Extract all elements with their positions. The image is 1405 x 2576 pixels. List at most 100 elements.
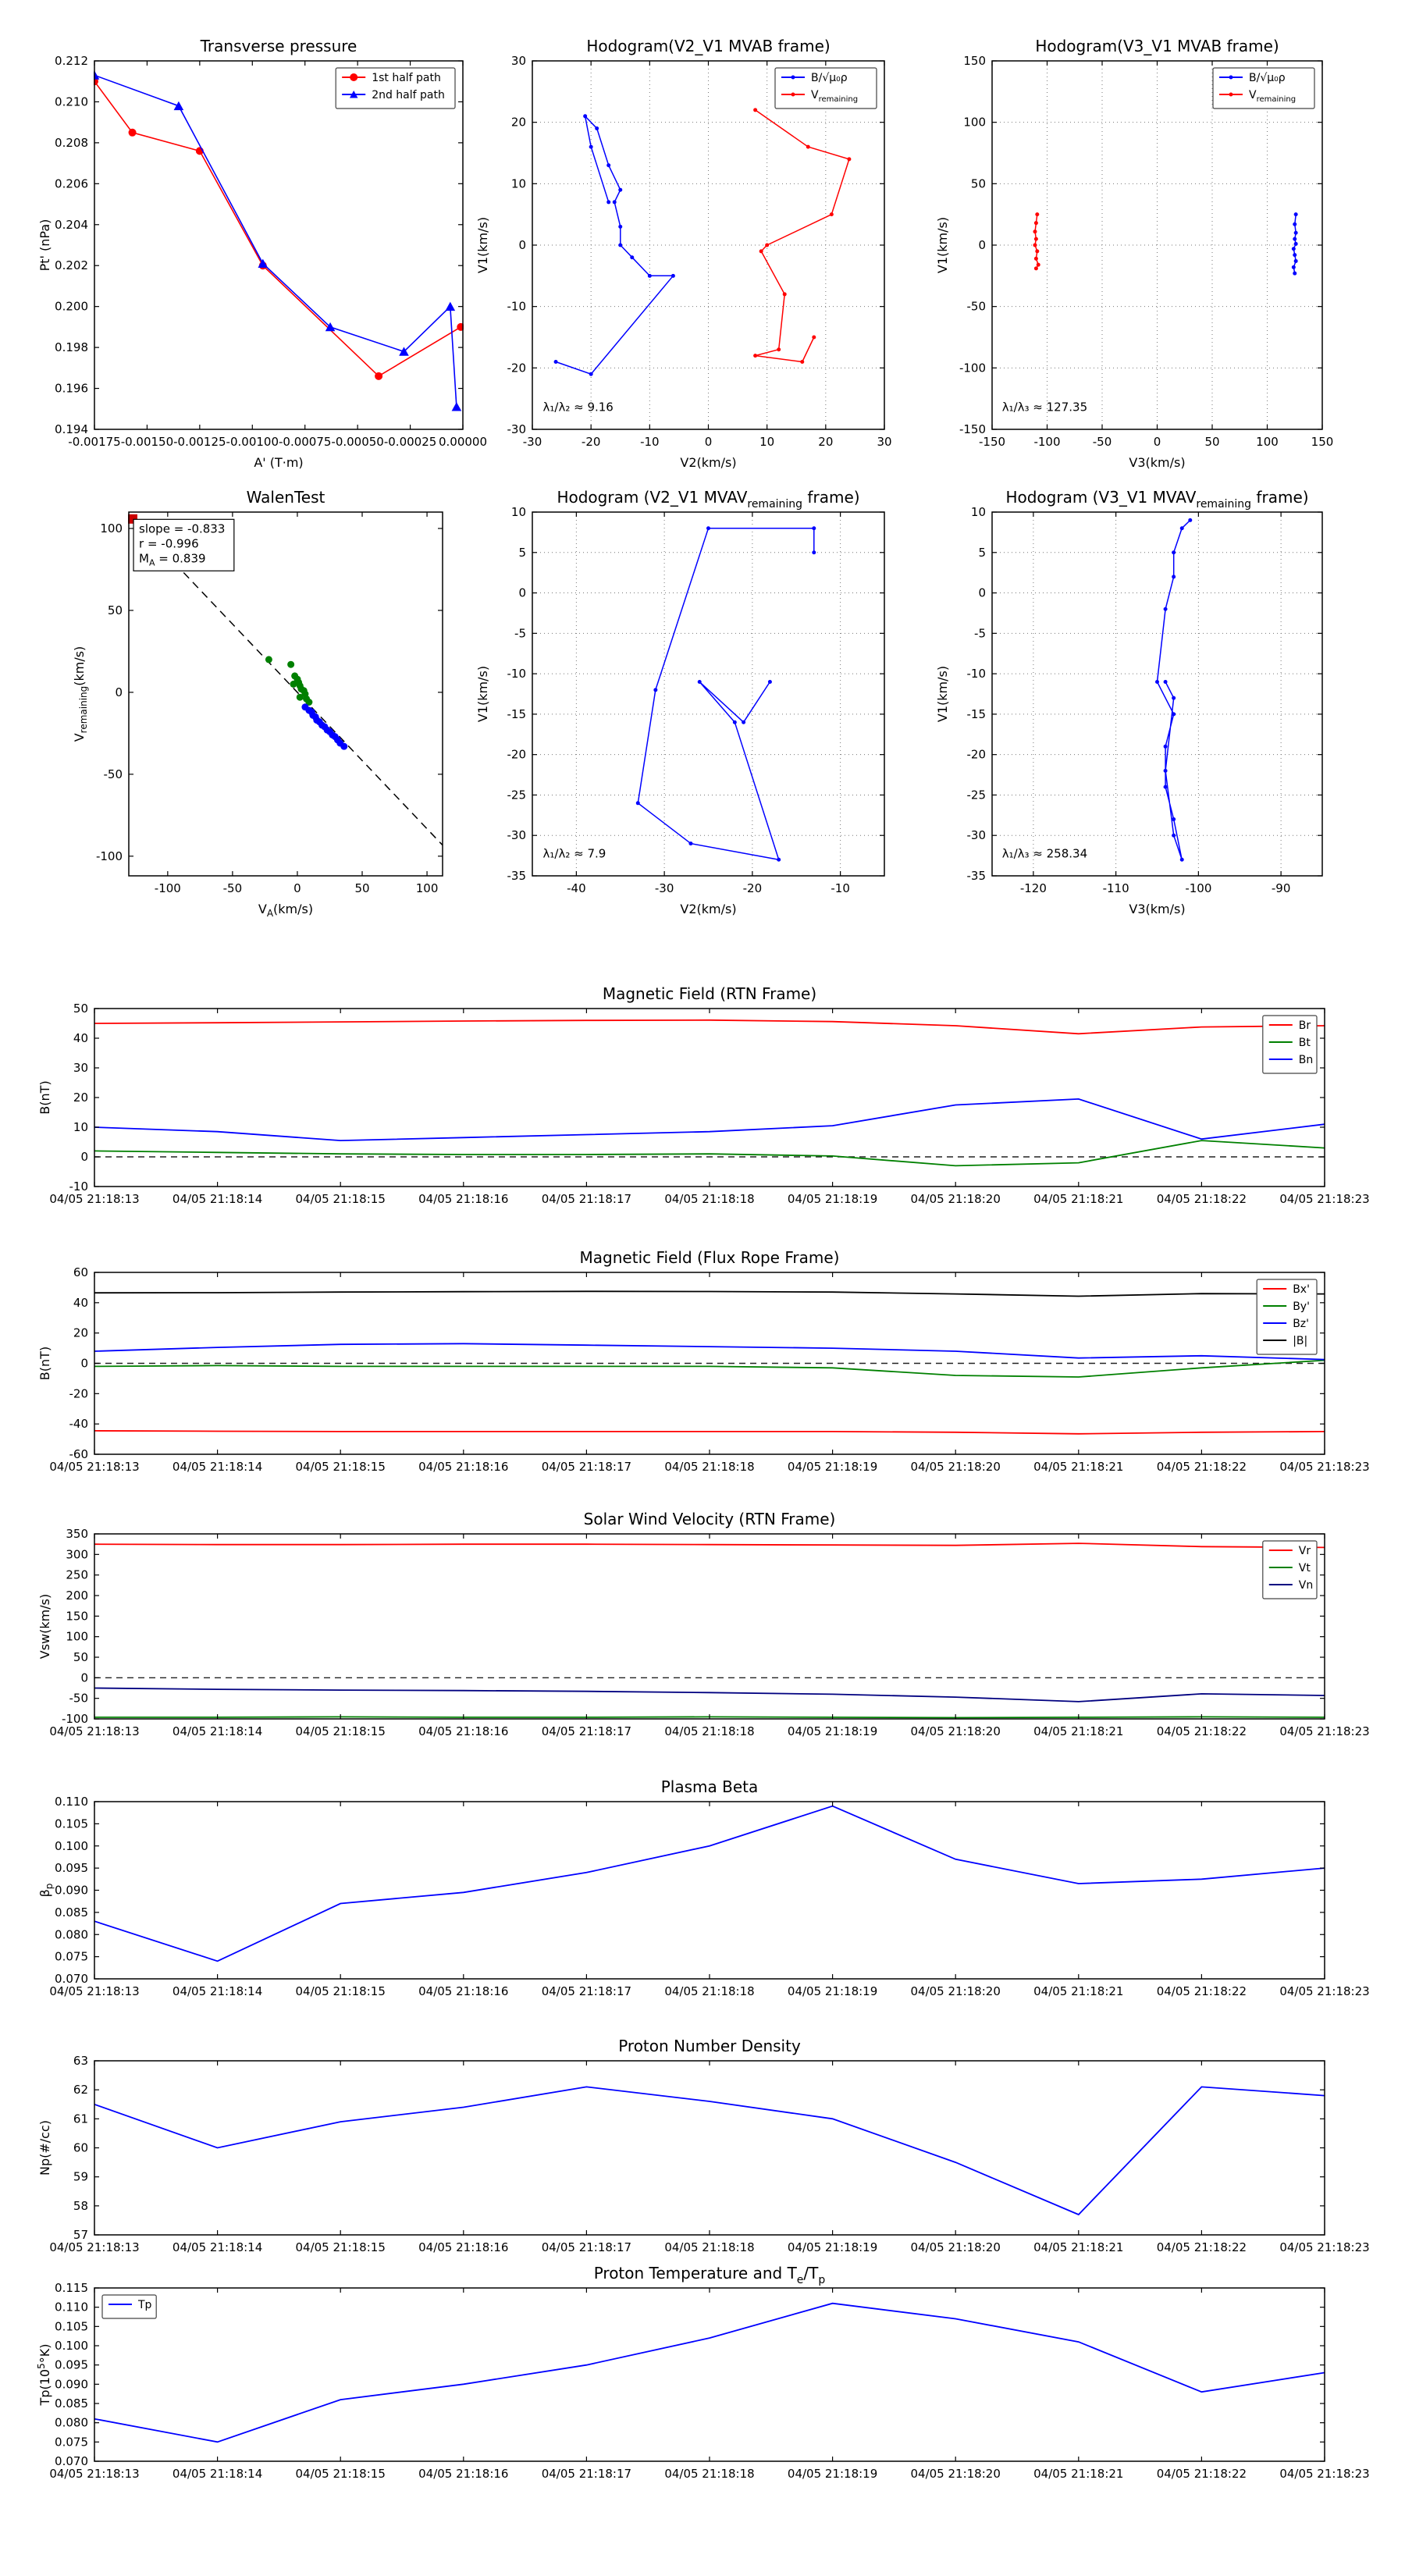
svg-text:200: 200 — [66, 1589, 88, 1603]
svg-text:0.00000: 0.00000 — [439, 435, 487, 449]
svg-text:20: 20 — [818, 435, 833, 449]
svg-text:Bn: Bn — [1299, 1054, 1313, 1066]
svg-text:04/05 21:18:18: 04/05 21:18:18 — [664, 1724, 754, 1738]
svg-text:V2(km/s): V2(km/s) — [680, 455, 736, 470]
svg-text:0.196: 0.196 — [55, 382, 88, 396]
svg-text:04/05 21:18:15: 04/05 21:18:15 — [296, 1984, 386, 1998]
svg-text:20: 20 — [73, 1326, 88, 1340]
svg-text:150: 150 — [963, 54, 986, 68]
svg-text:0: 0 — [705, 435, 713, 449]
svg-text:50: 50 — [73, 1002, 88, 1016]
svg-text:Magnetic Field (RTN Frame): Magnetic Field (RTN Frame) — [603, 984, 816, 1003]
svg-text:-0.00125: -0.00125 — [173, 435, 226, 449]
svg-text:MA = 0.839: MA = 0.839 — [139, 551, 206, 568]
svg-text:04/05 21:18:19: 04/05 21:18:19 — [788, 2467, 877, 2481]
svg-text:150: 150 — [66, 1609, 88, 1623]
svg-text:-50: -50 — [69, 1692, 89, 1706]
svg-text:5: 5 — [518, 546, 526, 560]
svg-text:-10: -10 — [640, 435, 660, 449]
svg-text:0: 0 — [80, 1150, 88, 1164]
svg-text:-90: -90 — [1272, 881, 1291, 895]
svg-text:-40: -40 — [567, 881, 586, 895]
svg-text:0: 0 — [978, 238, 986, 252]
chart-vsw-rtn: 04/05 21:18:13 04/05 21:18:14 04/05 21:18:… — [37, 1510, 1370, 1738]
svg-text:-0.00025: -0.00025 — [384, 435, 436, 449]
svg-text:04/05 21:18:14: 04/05 21:18:14 — [173, 1724, 262, 1738]
svg-text:04/05 21:18:22: 04/05 21:18:22 — [1157, 1984, 1247, 1998]
svg-text:0: 0 — [80, 1670, 88, 1685]
svg-text:-10: -10 — [967, 667, 987, 681]
svg-text:Hodogram(V2_V1 MVAB frame): Hodogram(V2_V1 MVAB frame) — [586, 37, 830, 55]
svg-text:-20: -20 — [967, 748, 987, 762]
chart-proton-density: 04/05 21:18:13 04/05 21:18:14 04/05 21:18:… — [37, 2037, 1370, 2254]
svg-text:|B|: |B| — [1293, 1335, 1307, 1347]
svg-text:-50: -50 — [104, 767, 123, 781]
chart-plasma-beta: 04/05 21:18:13 04/05 21:18:14 04/05 21:18:… — [37, 1777, 1370, 1998]
svg-text:40: 40 — [73, 1031, 88, 1045]
svg-text:-100: -100 — [62, 1712, 88, 1726]
svg-text:0: 0 — [518, 586, 526, 600]
svg-text:Vremaining(km/s): Vremaining(km/s) — [72, 646, 89, 742]
chart-proton-temp: 04/05 21:18:13 04/05 21:18:14 04/05 21:18:… — [36, 2264, 1370, 2481]
svg-text:0.080: 0.080 — [55, 2416, 88, 2430]
svg-text:-100: -100 — [1185, 881, 1211, 895]
svg-text:100: 100 — [66, 1630, 88, 1644]
svg-text:04/05 21:18:15: 04/05 21:18:15 — [296, 2240, 386, 2254]
svg-text:-30: -30 — [507, 422, 527, 436]
svg-text:04/05 21:18:13: 04/05 21:18:13 — [49, 1460, 139, 1474]
svg-text:-20: -20 — [69, 1386, 89, 1400]
svg-text:Pt' (nPa): Pt' (nPa) — [37, 219, 52, 272]
svg-text:04/05 21:18:19: 04/05 21:18:19 — [788, 2240, 877, 2254]
chart-transverse-pressure: -0.00175 -0.00150 -0.00125 -0.00100 -0.00075… — [37, 37, 487, 470]
svg-text:60: 60 — [73, 1265, 88, 1279]
svg-text:Np(#/cc): Np(#/cc) — [37, 2120, 52, 2176]
svg-text:-10: -10 — [507, 667, 527, 681]
svg-text:V3(km/s): V3(km/s) — [1129, 902, 1185, 916]
svg-text:04/05 21:18:14: 04/05 21:18:14 — [173, 2467, 262, 2481]
svg-text:-150: -150 — [959, 422, 986, 436]
svg-text:-25: -25 — [507, 788, 527, 802]
svg-text:30: 30 — [73, 1061, 88, 1075]
svg-text:B(nT): B(nT) — [37, 1347, 52, 1380]
svg-text:0: 0 — [293, 881, 301, 895]
svg-text:-0.00050: -0.00050 — [331, 435, 383, 449]
svg-text:10: 10 — [759, 435, 774, 449]
svg-text:0: 0 — [518, 238, 526, 252]
svg-text:63: 63 — [73, 2054, 88, 2068]
svg-text:Bx': Bx' — [1293, 1283, 1310, 1296]
svg-text:0.070: 0.070 — [55, 2454, 88, 2468]
svg-text:04/05 21:18:18: 04/05 21:18:18 — [664, 1984, 754, 1998]
svg-text:04/05 21:18:19: 04/05 21:18:19 — [788, 1192, 877, 1206]
svg-text:Transverse pressure: Transverse pressure — [200, 37, 357, 55]
svg-text:0.110: 0.110 — [55, 1795, 88, 1809]
svg-text:-30: -30 — [523, 435, 542, 449]
svg-text:A' (T·m): A' (T·m) — [254, 455, 303, 470]
svg-text:βp: βp — [37, 1884, 55, 1898]
svg-text:slope = -0.833: slope = -0.833 — [139, 521, 225, 535]
svg-text:-150: -150 — [979, 435, 1005, 449]
svg-text:Bz': Bz' — [1293, 1318, 1309, 1330]
svg-text:-50: -50 — [223, 881, 243, 895]
svg-text:-15: -15 — [507, 707, 527, 721]
svg-text:0.080: 0.080 — [55, 1927, 88, 1941]
svg-text:04/05 21:18:19: 04/05 21:18:19 — [788, 1984, 877, 1998]
svg-text:100: 100 — [100, 521, 123, 535]
svg-text:Vremaining: Vremaining — [1249, 89, 1296, 104]
svg-text:Hodogram (V3_V1 MVAVremaining: Hodogram (V3_V1 MVAVremaining frame) — [1005, 488, 1308, 511]
svg-text:04/05 21:18:14: 04/05 21:18:14 — [173, 1984, 262, 1998]
svg-text:5: 5 — [978, 546, 986, 560]
svg-text:Vr: Vr — [1299, 1545, 1311, 1557]
svg-text:30: 30 — [511, 54, 526, 68]
svg-text:04/05 21:18:16: 04/05 21:18:16 — [418, 1724, 508, 1738]
svg-text:04/05 21:18:18: 04/05 21:18:18 — [664, 2240, 754, 2254]
svg-text:30: 30 — [877, 435, 891, 449]
svg-text:-110: -110 — [1103, 881, 1129, 895]
svg-text:-15: -15 — [967, 707, 987, 721]
svg-text:04/05 21:18:23: 04/05 21:18:23 — [1279, 1724, 1369, 1738]
svg-text:V3(km/s): V3(km/s) — [1129, 455, 1185, 470]
svg-text:Tp: Tp — [137, 2299, 152, 2311]
svg-text:04/05 21:18:16: 04/05 21:18:16 — [418, 2467, 508, 2481]
svg-text:0.204: 0.204 — [55, 218, 88, 232]
svg-text:04/05 21:18:22: 04/05 21:18:22 — [1157, 2467, 1247, 2481]
